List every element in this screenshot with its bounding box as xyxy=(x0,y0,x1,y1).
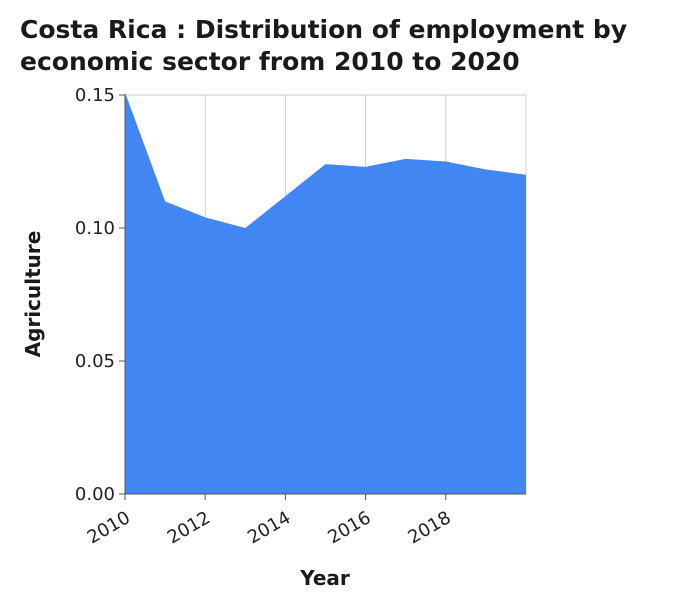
y-tick-label: 0.05 xyxy=(75,351,115,372)
y-axis-label: Agriculture xyxy=(21,231,45,358)
chart-title: Costa Rica : Distribution of employment … xyxy=(20,15,628,76)
x-tick-label: 2012 xyxy=(164,507,214,548)
x-axis-label: Year xyxy=(299,566,350,590)
area-series xyxy=(125,92,526,494)
y-tick-label: 0.15 xyxy=(75,85,115,106)
axes xyxy=(119,94,526,500)
x-tick-label: 2018 xyxy=(405,507,455,548)
y-tick-label: 0.10 xyxy=(75,218,115,239)
x-tick-label: 2016 xyxy=(324,507,374,548)
x-tick-label: 2010 xyxy=(84,507,134,548)
y-tick-label: 0.00 xyxy=(75,484,115,505)
x-tick-label: 2014 xyxy=(244,507,294,548)
area-series-0 xyxy=(125,92,526,494)
